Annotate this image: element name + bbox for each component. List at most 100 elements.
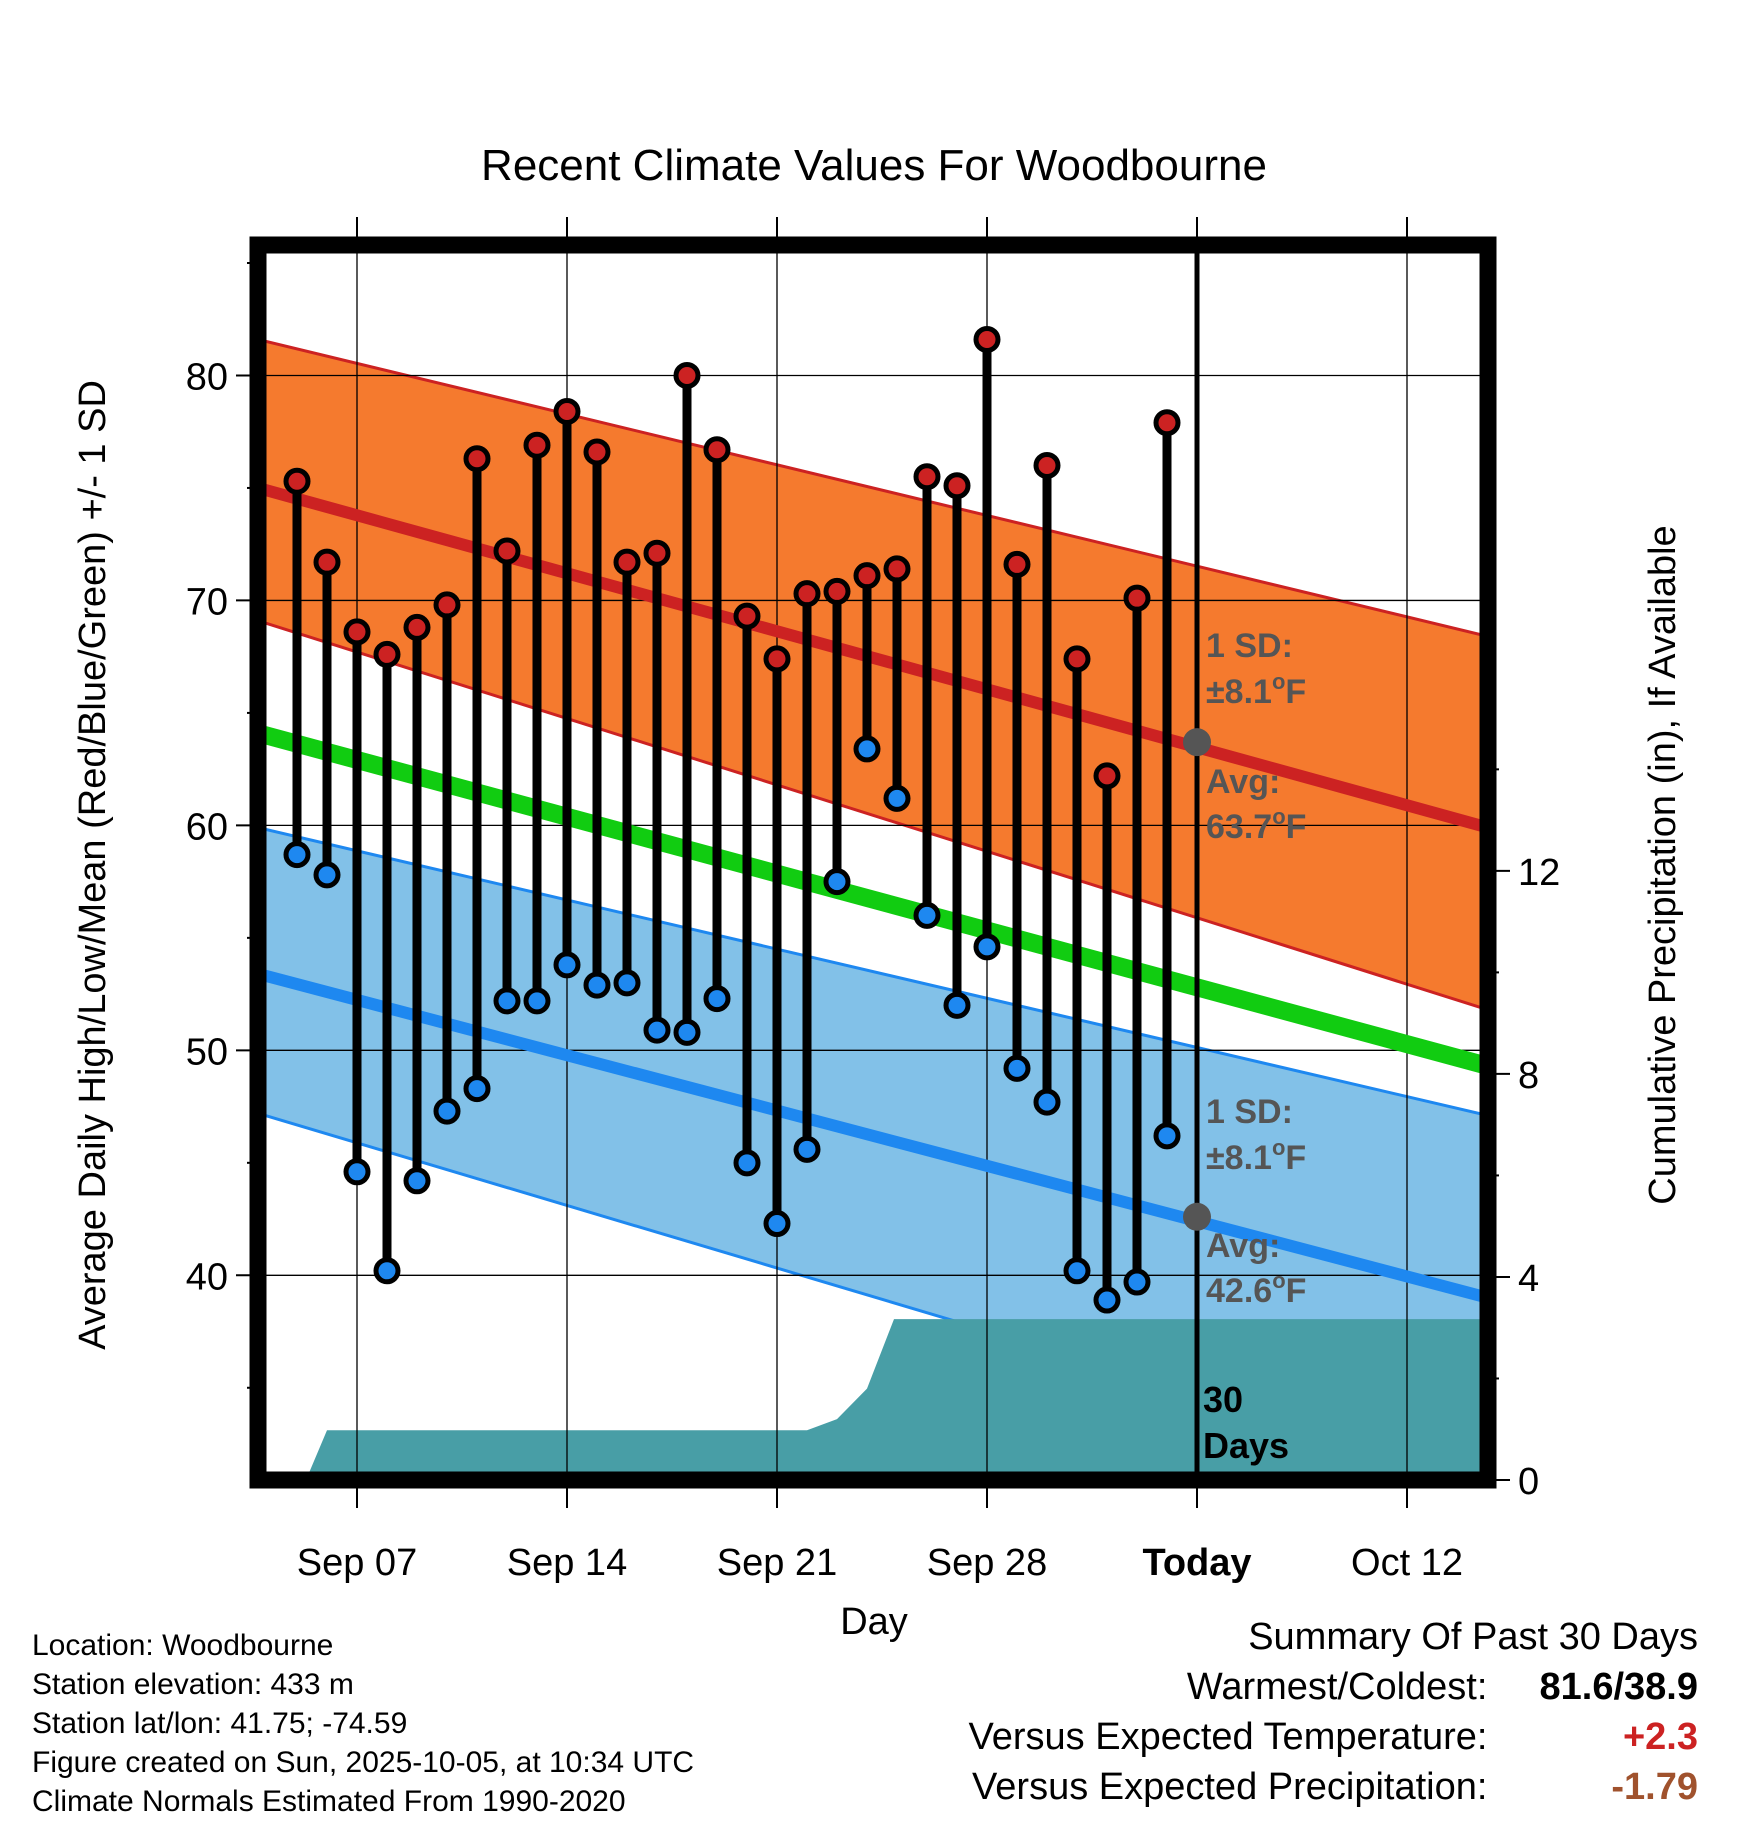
- low-sd-band: [258, 827, 1488, 1480]
- y-tick-label-50: 50: [186, 1031, 228, 1073]
- warm-cold-label: Warmest/Coldest:: [1186, 1666, 1488, 1708]
- low-sd-degree: o: [1272, 1135, 1285, 1160]
- high-point-25: [1033, 451, 1061, 479]
- high-point-3: [373, 640, 401, 668]
- y-right-tick-label-4: 4: [1518, 1258, 1539, 1300]
- observations: [283, 325, 1181, 1314]
- x-tick-label-1: Sep 14: [507, 1542, 627, 1584]
- high-avg-number: 63.7: [1206, 808, 1272, 846]
- low-point-4: [403, 1167, 431, 1195]
- created-text: Figure created on Sun, 2025-10-05, at 10…: [32, 1746, 695, 1779]
- x-axis-tick-labels: Sep 07 Sep 14 Sep 21 Sep 28 Today Oct 12: [297, 1542, 1463, 1584]
- precip-summary-value: -1.79: [1611, 1766, 1698, 1808]
- high-point-24: [1003, 550, 1031, 578]
- low-avg-unit: F: [1286, 1272, 1307, 1310]
- temp-value: +2.3: [1622, 1716, 1698, 1758]
- high-avg-degree: o: [1272, 804, 1285, 829]
- high-sd-number: ±8.1: [1206, 673, 1272, 711]
- low-avg-title: Avg:: [1206, 1227, 1280, 1265]
- x-tick-label-3: Sep 28: [927, 1542, 1047, 1584]
- low-normal-line: [258, 968, 1488, 1304]
- high-point-18: [823, 577, 851, 605]
- high-point-13: [673, 361, 701, 389]
- y-right-tick-label-12: 12: [1518, 852, 1560, 894]
- low-point-25: [1033, 1088, 1061, 1116]
- warm-cold-row: Warmest/Coldest: 81.6/38.9: [969, 1662, 1698, 1712]
- high-point-16: [763, 645, 791, 673]
- low-point-29: [1153, 1122, 1181, 1150]
- high-avg-value: 63.7oF: [1206, 804, 1306, 846]
- low-avg-number: 42.6: [1206, 1272, 1272, 1310]
- high-point-12: [643, 539, 671, 567]
- warm-cold-value: 81.6/38.9: [1539, 1666, 1698, 1708]
- plot-frame: [249, 236, 1497, 1489]
- location-text: Location: Woodbourne: [32, 1629, 334, 1662]
- high-avg-marker: [1183, 728, 1211, 757]
- y-tick-label-80: 80: [186, 356, 228, 398]
- low-point-27: [1093, 1286, 1121, 1314]
- low-avg-marker: [1183, 1202, 1211, 1231]
- y-right-tick-label-8: 8: [1518, 1055, 1539, 1097]
- high-avg-title: Avg:: [1206, 763, 1280, 801]
- low-point-5: [433, 1097, 461, 1125]
- low-annotation: 1 SD: ±8.1oF Avg: 42.6oF: [1206, 1093, 1306, 1310]
- low-point-2: [343, 1158, 371, 1186]
- high-point-17: [793, 580, 821, 608]
- precipitation-area: [297, 1319, 1488, 1480]
- low-sd-value: ±8.1oF: [1206, 1135, 1306, 1177]
- low-point-3: [373, 1257, 401, 1285]
- precip-label: 30 Days: [1203, 1379, 1289, 1466]
- low-point-15: [733, 1149, 761, 1177]
- high-point-15: [733, 602, 761, 630]
- y-tick-label-40: 40: [186, 1256, 228, 1298]
- summary-title: Summary Of Past 30 Days: [1248, 1616, 1698, 1658]
- precip-label-days-count: 30: [1203, 1379, 1243, 1420]
- high-point-20: [883, 555, 911, 583]
- high-point-0: [283, 467, 311, 495]
- low-sd-number: ±8.1: [1206, 1139, 1272, 1177]
- low-point-8: [523, 987, 551, 1015]
- low-sd-unit: F: [1285, 1139, 1306, 1177]
- chart-title: Recent Climate Values For Woodbourne: [481, 141, 1267, 190]
- low-avg-degree: o: [1272, 1268, 1285, 1293]
- high-point-22: [943, 472, 971, 500]
- high-point-23: [973, 325, 1001, 353]
- low-point-18: [823, 868, 851, 896]
- high-sd-upper-edge: [258, 338, 1488, 638]
- high-point-28: [1123, 584, 1151, 612]
- x-axis-label: Day: [840, 1601, 908, 1643]
- y-axis-tick-labels: 40 50 60 70 80: [186, 356, 228, 1298]
- precip-label-days-word: Days: [1203, 1425, 1289, 1466]
- low-point-11: [613, 969, 641, 997]
- high-sd-unit: F: [1285, 673, 1306, 711]
- y-right-axis-tick-labels: 0 4 8 12: [1518, 852, 1560, 1503]
- high-point-26: [1063, 645, 1091, 673]
- high-avg-unit: F: [1286, 808, 1307, 846]
- low-point-23: [973, 933, 1001, 961]
- low-point-26: [1063, 1257, 1091, 1285]
- low-point-1: [313, 861, 341, 889]
- high-point-10: [583, 438, 611, 466]
- low-point-16: [763, 1210, 791, 1238]
- y-right-tick-label-0: 0: [1518, 1461, 1539, 1503]
- low-point-21: [913, 901, 941, 929]
- high-point-6: [463, 445, 491, 473]
- high-point-11: [613, 548, 641, 576]
- y-tick-label-70: 70: [186, 581, 228, 623]
- low-point-17: [793, 1135, 821, 1163]
- plot-area: [258, 245, 1488, 1480]
- high-point-14: [703, 436, 731, 464]
- high-sd-title: 1 SD:: [1206, 627, 1293, 665]
- precip-row: Versus Expected Precipitation: -1.79: [969, 1762, 1698, 1812]
- high-sd-value: ±8.1oF: [1206, 669, 1306, 711]
- normals-text: Climate Normals Estimated From 1990-2020: [32, 1785, 626, 1818]
- low-point-6: [463, 1075, 491, 1103]
- low-point-22: [943, 991, 971, 1019]
- precip-summary-label: Versus Expected Precipitation:: [972, 1766, 1488, 1808]
- x-tick-label-0: Sep 07: [297, 1542, 417, 1584]
- temp-row: Versus Expected Temperature: +2.3: [969, 1712, 1698, 1762]
- high-point-29: [1153, 409, 1181, 437]
- high-sd-lower-edge: [258, 619, 1488, 1012]
- low-point-19: [853, 735, 881, 763]
